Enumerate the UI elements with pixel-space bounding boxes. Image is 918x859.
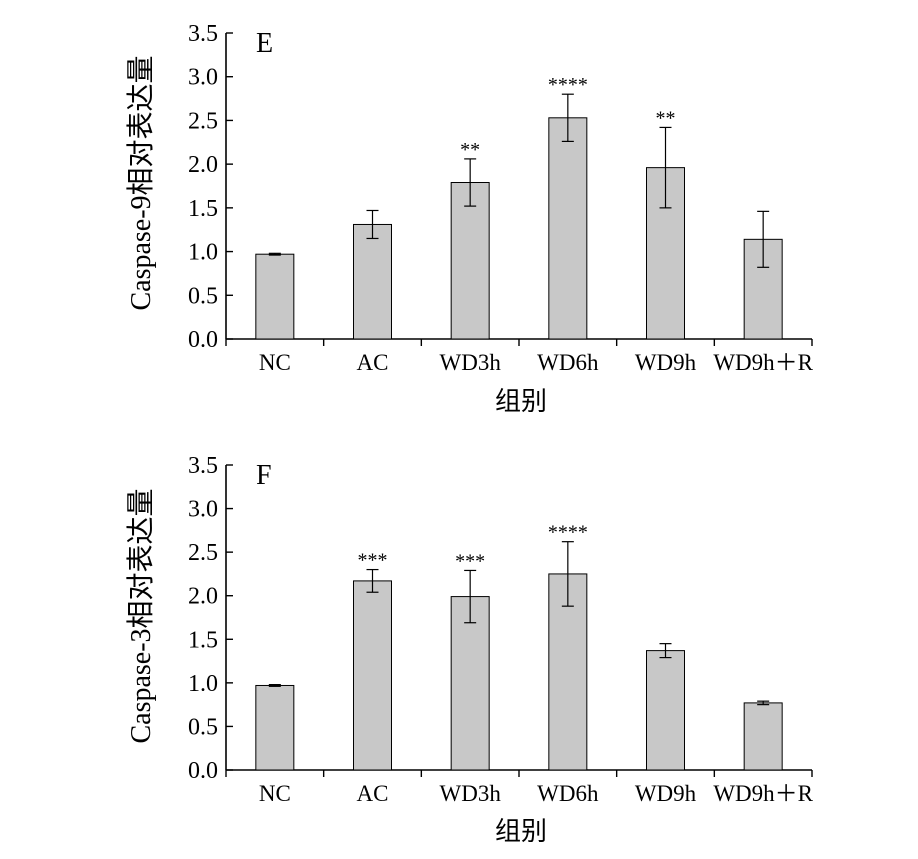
plot-area: 0.0 0.5 1.0 1.5 2.0 2.5 3.0 3.5 NC AC ** WD3h **** WD… (188, 21, 814, 375)
x-tick-label: WD9h＋R (713, 781, 813, 806)
bar (450, 182, 490, 340)
panel-letter: F (256, 460, 272, 491)
bar (353, 223, 392, 340)
bar (743, 702, 783, 771)
x-tick-label: WD9h (635, 781, 697, 806)
x-axis-label: 组别 (495, 817, 547, 846)
y-tick-label: 1.5 (188, 627, 218, 653)
y-tick-label: 0.0 (188, 327, 218, 353)
significance-label: *** (455, 550, 485, 572)
y-tick-label: 1.0 (188, 240, 218, 266)
x-tick-label: WD3h (440, 350, 502, 375)
x-tick-label: AC (357, 350, 389, 375)
y-tick-label: 3.5 (188, 453, 218, 479)
significance-label: **** (548, 522, 588, 544)
bar (646, 650, 685, 771)
bar (450, 596, 490, 771)
significance-label: **** (548, 74, 588, 96)
y-tick-label: 3.5 (188, 21, 218, 47)
x-tick-label: AC (357, 781, 389, 806)
bar (548, 117, 588, 340)
x-tick-label: WD9h (635, 350, 697, 375)
y-axis-label: Caspase-3相对表达量 (125, 488, 157, 743)
x-tick-label: NC (259, 781, 291, 806)
x-tick-label: NC (259, 350, 291, 375)
plot-area: 0.0 0.5 1.0 1.5 2.0 2.5 3.0 3.5 NC *** AC *** WD3h **… (188, 453, 814, 806)
y-tick-label: 2.0 (188, 584, 218, 610)
y-tick-label: 1.5 (188, 196, 218, 222)
significance-label: ** (460, 139, 480, 161)
y-tick-label: 3.0 (188, 65, 218, 91)
x-axis-label: 组别 (495, 387, 547, 416)
y-tick-label: 0.5 (188, 283, 218, 309)
y-tick-label: 2.0 (188, 152, 218, 178)
panel-f: F Caspase-3相对表达量 组别 0.0 0.5 1.0 1.5 2.0 2.5 3.… (125, 453, 814, 846)
significance-label: *** (358, 550, 388, 572)
y-tick-label: 0.5 (188, 714, 218, 740)
bar (255, 684, 295, 771)
bar (353, 580, 392, 771)
panel-letter: E (256, 28, 273, 59)
y-tick-label: 0.0 (188, 758, 218, 784)
bar (255, 253, 295, 340)
y-tick-label: 3.0 (188, 497, 218, 523)
x-tick-label: WD3h (440, 781, 502, 806)
x-tick-label: WD9h＋R (713, 350, 813, 375)
panel-e: E Caspase-9相对表达量 组别 0.0 0.5 1.0 1.5 2.0 2.5 3.… (125, 21, 814, 416)
significance-label: ** (656, 107, 676, 129)
y-axis-label: Caspase-9相对表达量 (125, 55, 157, 310)
x-tick-label: WD6h (537, 350, 599, 375)
y-tick-label: 1.0 (188, 671, 218, 697)
x-tick-label: WD6h (537, 781, 599, 806)
y-tick-label: 2.5 (188, 108, 218, 134)
y-tick-label: 2.5 (188, 540, 218, 566)
